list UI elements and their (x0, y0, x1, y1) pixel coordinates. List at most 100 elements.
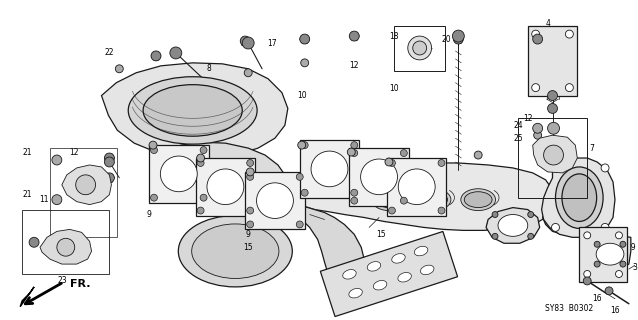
Text: 18: 18 (297, 187, 306, 196)
Circle shape (616, 232, 623, 239)
Text: SY83  B0302: SY83 B0302 (545, 304, 593, 313)
Circle shape (584, 270, 591, 277)
Circle shape (197, 207, 204, 214)
Circle shape (583, 277, 591, 285)
Text: 16: 16 (592, 294, 602, 303)
Circle shape (605, 287, 613, 295)
Text: 17: 17 (79, 173, 89, 182)
Text: 19: 19 (626, 243, 635, 252)
Text: 8: 8 (206, 64, 211, 73)
Ellipse shape (178, 215, 292, 287)
Bar (22, 210, 109, 274)
Ellipse shape (392, 254, 405, 263)
Polygon shape (285, 163, 556, 230)
Circle shape (438, 207, 445, 214)
Ellipse shape (464, 192, 492, 208)
Bar (350, 148, 409, 206)
Circle shape (565, 84, 574, 92)
Text: 21: 21 (22, 190, 32, 199)
Polygon shape (101, 63, 288, 158)
Circle shape (247, 207, 254, 214)
Circle shape (300, 59, 309, 67)
Circle shape (151, 51, 161, 61)
Circle shape (408, 36, 431, 60)
Circle shape (105, 157, 114, 167)
Ellipse shape (461, 189, 496, 211)
Circle shape (454, 34, 463, 44)
Circle shape (531, 84, 540, 92)
Ellipse shape (311, 151, 348, 187)
Circle shape (528, 212, 534, 218)
Circle shape (533, 123, 542, 133)
Bar (518, 118, 587, 198)
Circle shape (601, 164, 609, 172)
Circle shape (246, 168, 254, 176)
Circle shape (616, 270, 623, 277)
Ellipse shape (349, 288, 362, 298)
Text: 12: 12 (69, 148, 78, 156)
Circle shape (351, 149, 358, 156)
Circle shape (105, 153, 114, 163)
Circle shape (565, 30, 574, 38)
Text: 4: 4 (545, 19, 550, 28)
Circle shape (247, 221, 254, 228)
Circle shape (76, 175, 96, 195)
Polygon shape (590, 235, 631, 271)
Circle shape (170, 47, 182, 59)
Ellipse shape (498, 214, 528, 236)
Circle shape (200, 147, 207, 154)
Circle shape (492, 212, 498, 218)
Bar (528, 26, 577, 96)
Circle shape (531, 30, 540, 38)
Text: 9: 9 (246, 230, 251, 239)
Text: 1: 1 (246, 210, 251, 219)
Text: 15: 15 (243, 243, 253, 252)
Bar (50, 148, 117, 237)
Text: 14: 14 (582, 263, 592, 272)
Circle shape (474, 151, 482, 159)
Circle shape (528, 233, 534, 239)
Ellipse shape (371, 189, 406, 211)
Circle shape (52, 195, 62, 204)
Circle shape (351, 189, 358, 196)
Text: 12: 12 (523, 114, 533, 123)
Text: 23: 23 (57, 276, 66, 285)
Bar (196, 158, 255, 215)
Text: 11: 11 (39, 195, 48, 204)
Polygon shape (542, 168, 582, 234)
Ellipse shape (596, 243, 624, 265)
Text: 10: 10 (297, 91, 306, 100)
Circle shape (401, 197, 407, 204)
Bar (387, 158, 447, 215)
Text: 24: 24 (513, 121, 523, 130)
Circle shape (385, 158, 393, 166)
Circle shape (350, 31, 359, 41)
Circle shape (547, 103, 558, 113)
Circle shape (544, 145, 563, 165)
Circle shape (151, 194, 158, 201)
Circle shape (57, 238, 75, 256)
Text: 5: 5 (486, 223, 491, 232)
Circle shape (247, 173, 254, 180)
Polygon shape (40, 229, 92, 264)
Circle shape (149, 141, 157, 149)
Circle shape (244, 69, 252, 77)
Polygon shape (62, 165, 112, 204)
Text: 9: 9 (147, 210, 151, 219)
Polygon shape (533, 135, 577, 173)
Circle shape (298, 141, 306, 149)
Circle shape (438, 159, 445, 166)
Circle shape (547, 122, 560, 134)
Ellipse shape (207, 169, 244, 204)
Circle shape (594, 241, 600, 247)
Circle shape (551, 164, 560, 172)
Circle shape (389, 159, 396, 166)
Circle shape (105, 173, 114, 183)
Circle shape (547, 91, 558, 100)
Polygon shape (542, 158, 615, 237)
Text: 20: 20 (441, 35, 451, 44)
Circle shape (389, 207, 396, 214)
Text: 25: 25 (513, 134, 523, 143)
Ellipse shape (128, 77, 257, 144)
Circle shape (301, 189, 308, 196)
